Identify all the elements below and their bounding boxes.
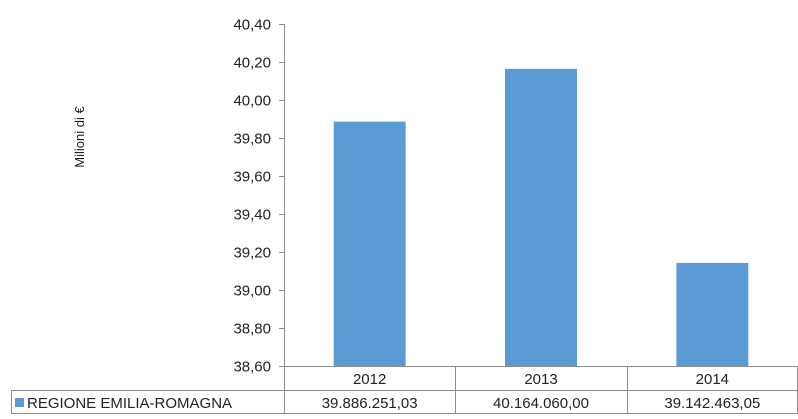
bar-2014 [676,262,749,366]
y-tick-label: 39,60 [233,169,271,186]
data-label: 39.142.463,05 [664,395,760,412]
bar-2012 [333,121,406,366]
y-axis-label: Milioni di € [72,106,87,168]
y-tick-label: 40,00 [233,93,271,110]
y-tick-label: 39,00 [233,283,271,300]
x-category-label: 2014 [696,371,729,388]
bars [333,68,749,366]
y-tick-label: 39,40 [233,207,271,224]
data-table: 2012 39.886.251,03 2013 40.164.060,00 2014 39… [11,366,798,414]
data-label: 39.886.251,03 [322,395,418,412]
y-tick-label: 40,20 [233,55,271,72]
x-category-label: 2013 [524,371,557,388]
y-tick-label: 39,20 [233,245,271,262]
y-tick-label: 38,80 [233,321,271,338]
y-tick-label: 39,80 [233,131,271,148]
data-label: 40.164.060,00 [493,395,589,412]
y-tick-label: 40,40 [233,17,271,34]
legend-swatch [15,398,24,407]
y-tick-label: 38,60 [233,359,271,376]
bar-2013 [505,68,577,366]
legend-series-name: REGIONE EMILIA-ROMAGNA [27,395,232,412]
y-ticks: 38,60 38,80 39,00 39,20 39,40 39,60 39,80 40,00… [233,17,284,376]
x-category-label: 2012 [353,371,386,388]
